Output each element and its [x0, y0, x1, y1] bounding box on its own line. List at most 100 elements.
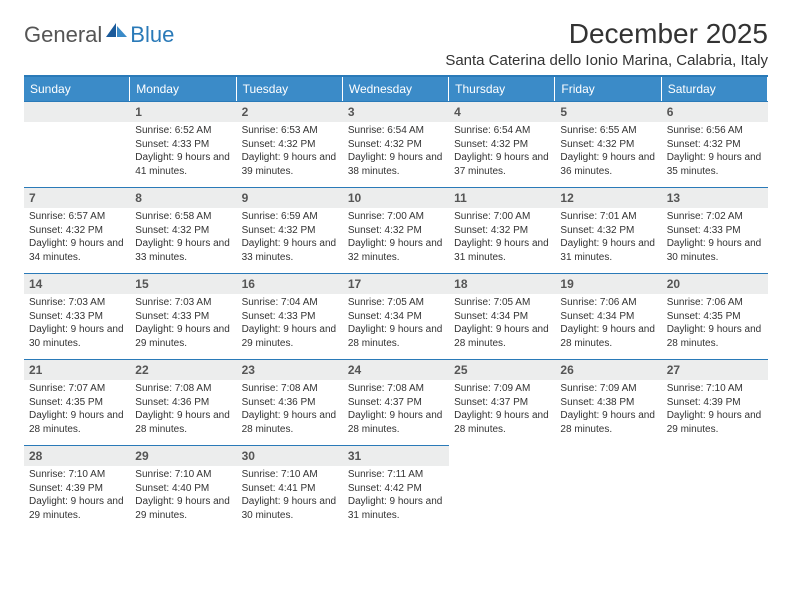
daylight-text: Daylight: 9 hours and 29 minutes.	[242, 323, 338, 350]
cell-body: Sunrise: 7:03 AMSunset: 4:33 PMDaylight:…	[24, 294, 130, 355]
header: General Blue December 2025 Santa Caterin…	[24, 18, 768, 69]
sunrise-text: Sunrise: 6:58 AM	[135, 210, 231, 224]
day-number	[24, 102, 130, 122]
day-number: 24	[343, 360, 449, 380]
calendar-cell: 1Sunrise: 6:52 AMSunset: 4:33 PMDaylight…	[130, 101, 236, 187]
cell-body: Sunrise: 7:07 AMSunset: 4:35 PMDaylight:…	[24, 380, 130, 441]
calendar-cell: 30Sunrise: 7:10 AMSunset: 4:41 PMDayligh…	[237, 445, 343, 531]
sunset-text: Sunset: 4:35 PM	[29, 396, 125, 410]
sunrise-text: Sunrise: 6:59 AM	[242, 210, 338, 224]
cell-body: Sunrise: 6:54 AMSunset: 4:32 PMDaylight:…	[449, 122, 555, 183]
daylight-text: Daylight: 9 hours and 34 minutes.	[29, 237, 125, 264]
cell-body: Sunrise: 6:57 AMSunset: 4:32 PMDaylight:…	[24, 208, 130, 269]
daylight-text: Daylight: 9 hours and 31 minutes.	[454, 237, 550, 264]
sunrise-text: Sunrise: 7:06 AM	[560, 296, 656, 310]
month-title: December 2025	[445, 18, 768, 50]
cell-body: Sunrise: 7:09 AMSunset: 4:38 PMDaylight:…	[555, 380, 661, 441]
cell-body: Sunrise: 7:08 AMSunset: 4:36 PMDaylight:…	[237, 380, 343, 441]
daylight-text: Daylight: 9 hours and 38 minutes.	[348, 151, 444, 178]
sunset-text: Sunset: 4:32 PM	[560, 138, 656, 152]
daylight-text: Daylight: 9 hours and 29 minutes.	[135, 495, 231, 522]
sunset-text: Sunset: 4:33 PM	[135, 138, 231, 152]
calendar-cell: 6Sunrise: 6:56 AMSunset: 4:32 PMDaylight…	[662, 101, 768, 187]
logo: General Blue	[24, 22, 174, 48]
calendar-cell: 26Sunrise: 7:09 AMSunset: 4:38 PMDayligh…	[555, 359, 661, 445]
daylight-text: Daylight: 9 hours and 37 minutes.	[454, 151, 550, 178]
sunset-text: Sunset: 4:39 PM	[667, 396, 763, 410]
cell-body: Sunrise: 7:06 AMSunset: 4:35 PMDaylight:…	[662, 294, 768, 355]
day-number: 19	[555, 274, 661, 294]
day-number: 11	[449, 188, 555, 208]
day-header: Saturday	[662, 77, 768, 101]
cell-body: Sunrise: 7:04 AMSunset: 4:33 PMDaylight:…	[237, 294, 343, 355]
calendar-cell: 9Sunrise: 6:59 AMSunset: 4:32 PMDaylight…	[237, 187, 343, 273]
day-header: Monday	[130, 77, 236, 101]
daylight-text: Daylight: 9 hours and 36 minutes.	[560, 151, 656, 178]
sunset-text: Sunset: 4:42 PM	[348, 482, 444, 496]
cell-body: Sunrise: 7:06 AMSunset: 4:34 PMDaylight:…	[555, 294, 661, 355]
day-number: 22	[130, 360, 236, 380]
day-number: 29	[130, 446, 236, 466]
day-number: 4	[449, 102, 555, 122]
calendar-cell: 28Sunrise: 7:10 AMSunset: 4:39 PMDayligh…	[24, 445, 130, 531]
daylight-text: Daylight: 9 hours and 33 minutes.	[242, 237, 338, 264]
day-number: 8	[130, 188, 236, 208]
calendar-cell-blank	[24, 101, 130, 187]
sunrise-text: Sunrise: 7:00 AM	[454, 210, 550, 224]
calendar-cell: 23Sunrise: 7:08 AMSunset: 4:36 PMDayligh…	[237, 359, 343, 445]
sunrise-text: Sunrise: 6:54 AM	[454, 124, 550, 138]
calendar-cell: 31Sunrise: 7:11 AMSunset: 4:42 PMDayligh…	[343, 445, 449, 531]
calendar-cell: 16Sunrise: 7:04 AMSunset: 4:33 PMDayligh…	[237, 273, 343, 359]
sunset-text: Sunset: 4:40 PM	[135, 482, 231, 496]
day-number: 6	[662, 102, 768, 122]
daylight-text: Daylight: 9 hours and 30 minutes.	[667, 237, 763, 264]
day-number: 30	[237, 446, 343, 466]
calendar-cell: 15Sunrise: 7:03 AMSunset: 4:33 PMDayligh…	[130, 273, 236, 359]
cell-body: Sunrise: 7:08 AMSunset: 4:37 PMDaylight:…	[343, 380, 449, 441]
calendar-cell: 3Sunrise: 6:54 AMSunset: 4:32 PMDaylight…	[343, 101, 449, 187]
day-number: 9	[237, 188, 343, 208]
sunrise-text: Sunrise: 7:10 AM	[667, 382, 763, 396]
calendar-cell: 24Sunrise: 7:08 AMSunset: 4:37 PMDayligh…	[343, 359, 449, 445]
day-header: Thursday	[449, 77, 555, 101]
calendar-cell: 18Sunrise: 7:05 AMSunset: 4:34 PMDayligh…	[449, 273, 555, 359]
sunrise-text: Sunrise: 6:52 AM	[135, 124, 231, 138]
sunset-text: Sunset: 4:32 PM	[667, 138, 763, 152]
sunset-text: Sunset: 4:32 PM	[348, 224, 444, 238]
day-header: Tuesday	[237, 77, 343, 101]
daylight-text: Daylight: 9 hours and 33 minutes.	[135, 237, 231, 264]
day-number: 27	[662, 360, 768, 380]
sunset-text: Sunset: 4:33 PM	[242, 310, 338, 324]
calendar-cell: 25Sunrise: 7:09 AMSunset: 4:37 PMDayligh…	[449, 359, 555, 445]
sunset-text: Sunset: 4:38 PM	[560, 396, 656, 410]
sunset-text: Sunset: 4:33 PM	[135, 310, 231, 324]
calendar-cell: 13Sunrise: 7:02 AMSunset: 4:33 PMDayligh…	[662, 187, 768, 273]
sunset-text: Sunset: 4:35 PM	[667, 310, 763, 324]
day-number: 21	[24, 360, 130, 380]
calendar-cell: 19Sunrise: 7:06 AMSunset: 4:34 PMDayligh…	[555, 273, 661, 359]
cell-body: Sunrise: 7:03 AMSunset: 4:33 PMDaylight:…	[130, 294, 236, 355]
sunrise-text: Sunrise: 7:10 AM	[242, 468, 338, 482]
calendar-cell: 17Sunrise: 7:05 AMSunset: 4:34 PMDayligh…	[343, 273, 449, 359]
cell-body: Sunrise: 7:11 AMSunset: 4:42 PMDaylight:…	[343, 466, 449, 527]
cell-body: Sunrise: 7:01 AMSunset: 4:32 PMDaylight:…	[555, 208, 661, 269]
day-number: 17	[343, 274, 449, 294]
calendar-cell: 8Sunrise: 6:58 AMSunset: 4:32 PMDaylight…	[130, 187, 236, 273]
sunrise-text: Sunrise: 6:55 AM	[560, 124, 656, 138]
day-number: 26	[555, 360, 661, 380]
sunrise-text: Sunrise: 7:06 AM	[667, 296, 763, 310]
sunset-text: Sunset: 4:32 PM	[454, 224, 550, 238]
calendar-cell: 27Sunrise: 7:10 AMSunset: 4:39 PMDayligh…	[662, 359, 768, 445]
sunset-text: Sunset: 4:32 PM	[348, 138, 444, 152]
sunrise-text: Sunrise: 7:08 AM	[242, 382, 338, 396]
daylight-text: Daylight: 9 hours and 29 minutes.	[29, 495, 125, 522]
title-block: December 2025 Santa Caterina dello Ionio…	[445, 18, 768, 69]
sunrise-text: Sunrise: 7:00 AM	[348, 210, 444, 224]
daylight-text: Daylight: 9 hours and 35 minutes.	[667, 151, 763, 178]
cell-body: Sunrise: 6:55 AMSunset: 4:32 PMDaylight:…	[555, 122, 661, 183]
day-number: 7	[24, 188, 130, 208]
day-number: 13	[662, 188, 768, 208]
location-subtitle: Santa Caterina dello Ionio Marina, Calab…	[445, 52, 768, 69]
day-number: 31	[343, 446, 449, 466]
daylight-text: Daylight: 9 hours and 28 minutes.	[135, 409, 231, 436]
